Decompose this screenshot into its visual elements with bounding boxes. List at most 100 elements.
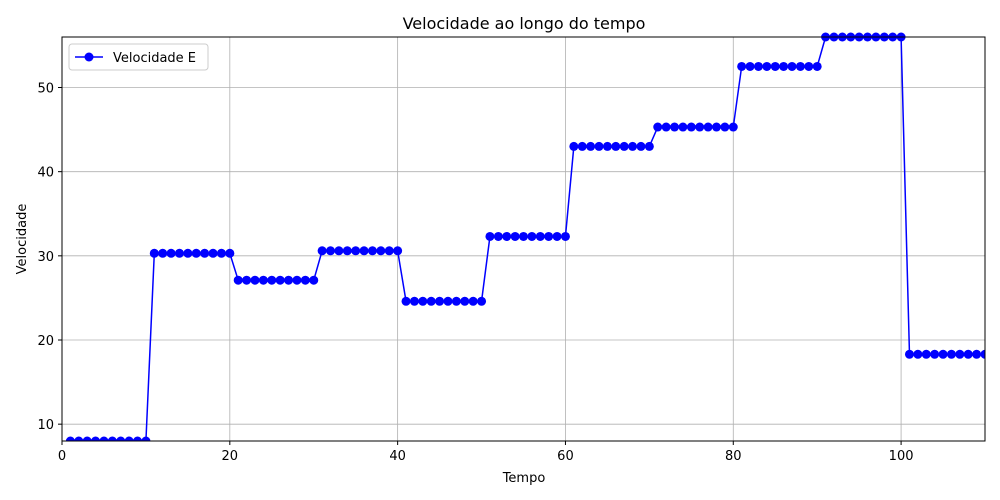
data-point [367,246,377,256]
chart-title: Velocidade ao longo do tempo [403,14,646,33]
data-point [451,296,461,306]
data-point [653,122,663,132]
data-point [191,248,201,258]
data-point [208,248,218,258]
y-tick-label: 40 [37,166,54,181]
data-point [745,61,755,71]
data-point [309,275,319,285]
data-point [678,122,688,132]
data-point [921,349,931,359]
data-point [703,122,713,132]
data-point [569,141,579,151]
data-point [107,436,117,441]
data-point [216,248,226,258]
data-point [544,231,554,241]
data-point [326,246,336,256]
data-point [116,436,126,441]
data-point [477,296,487,306]
y-tick-label: 30 [37,250,54,265]
data-point [74,436,84,441]
data-point [65,436,75,441]
data-point [711,122,721,132]
data-point [250,275,260,285]
data-point [938,349,948,359]
data-point [149,248,159,258]
data-point [527,231,537,241]
x-tick-label: 0 [58,449,66,464]
data-point [99,436,109,441]
legend: Velocidade E [68,43,209,71]
data-point [258,275,268,285]
data-point [502,231,512,241]
data-point [393,246,403,256]
data-point [611,141,621,151]
series-layer [65,32,985,441]
data-point [267,275,277,285]
plot-frame [61,36,986,442]
y-tick-label: 20 [37,334,54,349]
data-point [686,122,696,132]
data-point [602,141,612,151]
data-point [963,349,973,359]
data-point [300,275,310,285]
y-axis-label: Velocidade [15,204,30,275]
grid [61,37,985,441]
data-point [275,275,285,285]
data-point [233,275,243,285]
data-point [435,296,445,306]
data-point [779,61,789,71]
legend-label: Velocidade E [113,51,196,66]
data-point [787,61,797,71]
y-tick-label: 10 [37,418,54,433]
data-point [594,141,604,151]
data-point [166,248,176,258]
x-axis-label: Tempo [502,471,546,486]
data-point [552,231,562,241]
data-point [535,231,545,241]
data-point [292,275,302,285]
data-point [728,122,738,132]
y-tick-label: 50 [37,82,54,97]
data-point [82,436,92,441]
data-point [770,61,780,71]
x-tick-label: 20 [222,449,239,464]
data-point [334,246,344,256]
data-point [980,349,985,359]
data-point [804,61,814,71]
data-point [174,248,184,258]
data-point [636,141,646,151]
x-tick-label: 100 [889,449,914,464]
data-point [720,122,730,132]
data-point [619,141,629,151]
data-point [409,296,419,306]
data-point [91,436,101,441]
data-point [913,349,923,359]
data-point [242,275,252,285]
data-point [695,122,705,132]
data-point [284,275,294,285]
series-group [65,32,985,441]
data-point [955,349,965,359]
x-axis: 0 20 40 60 80 100 [58,441,914,464]
data-point [183,248,193,258]
legend-marker [84,52,94,62]
data-point [200,248,210,258]
x-tick-label: 80 [725,449,742,464]
data-point [384,246,394,256]
data-point [124,436,134,441]
data-point [519,231,528,241]
data-point [795,61,805,71]
data-point [510,231,520,241]
series-line [70,36,985,441]
data-point [812,61,822,71]
data-point [762,61,772,71]
x-tick-label: 40 [389,449,406,464]
data-point [586,141,596,151]
legend-box [68,43,209,71]
data-point [317,246,327,256]
data-point [560,231,570,241]
data-point [418,296,428,306]
data-point [426,296,436,306]
data-point [141,436,151,441]
data-point [930,349,940,359]
